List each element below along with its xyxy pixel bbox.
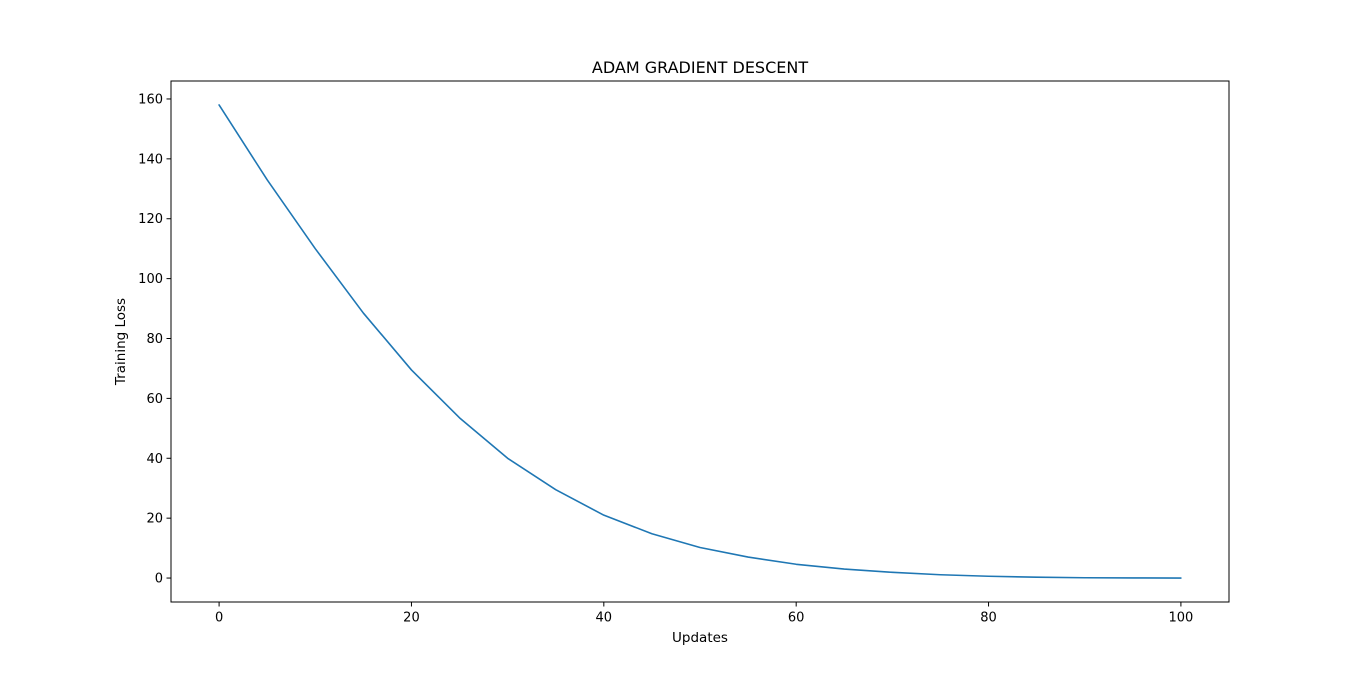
y-tick-label: 60 [146,392,163,407]
plot-series [218,104,1182,579]
plot-frame [170,80,1230,603]
x-tick-label: 40 [596,611,613,626]
y-tick-label: 160 [138,92,163,107]
y-tick-label: 100 [138,272,163,287]
y-tick-label: 140 [138,152,163,167]
y-axis: 0 20 40 60 80 100 120 140 160 [138,92,171,587]
chart-title: ADAM GRADIENT DESCENT [592,58,808,77]
x-tick-label: 0 [215,611,223,626]
x-tick-label: 100 [1168,611,1193,626]
x-tick-label: 60 [788,611,805,626]
x-axis: 0 20 40 60 80 100 [215,602,1193,626]
y-tick-label: 0 [155,572,163,587]
x-tick-label: 80 [980,611,997,626]
y-tick-label: 80 [146,332,163,347]
series-line [218,104,1182,579]
x-tick-label: 20 [403,611,420,626]
y-axis-label: Training Loss [113,298,129,386]
y-tick-label: 120 [138,212,163,227]
y-tick-label: 20 [146,512,163,527]
y-tick-label: 40 [146,452,163,467]
x-axis-label: Updates [672,630,728,646]
